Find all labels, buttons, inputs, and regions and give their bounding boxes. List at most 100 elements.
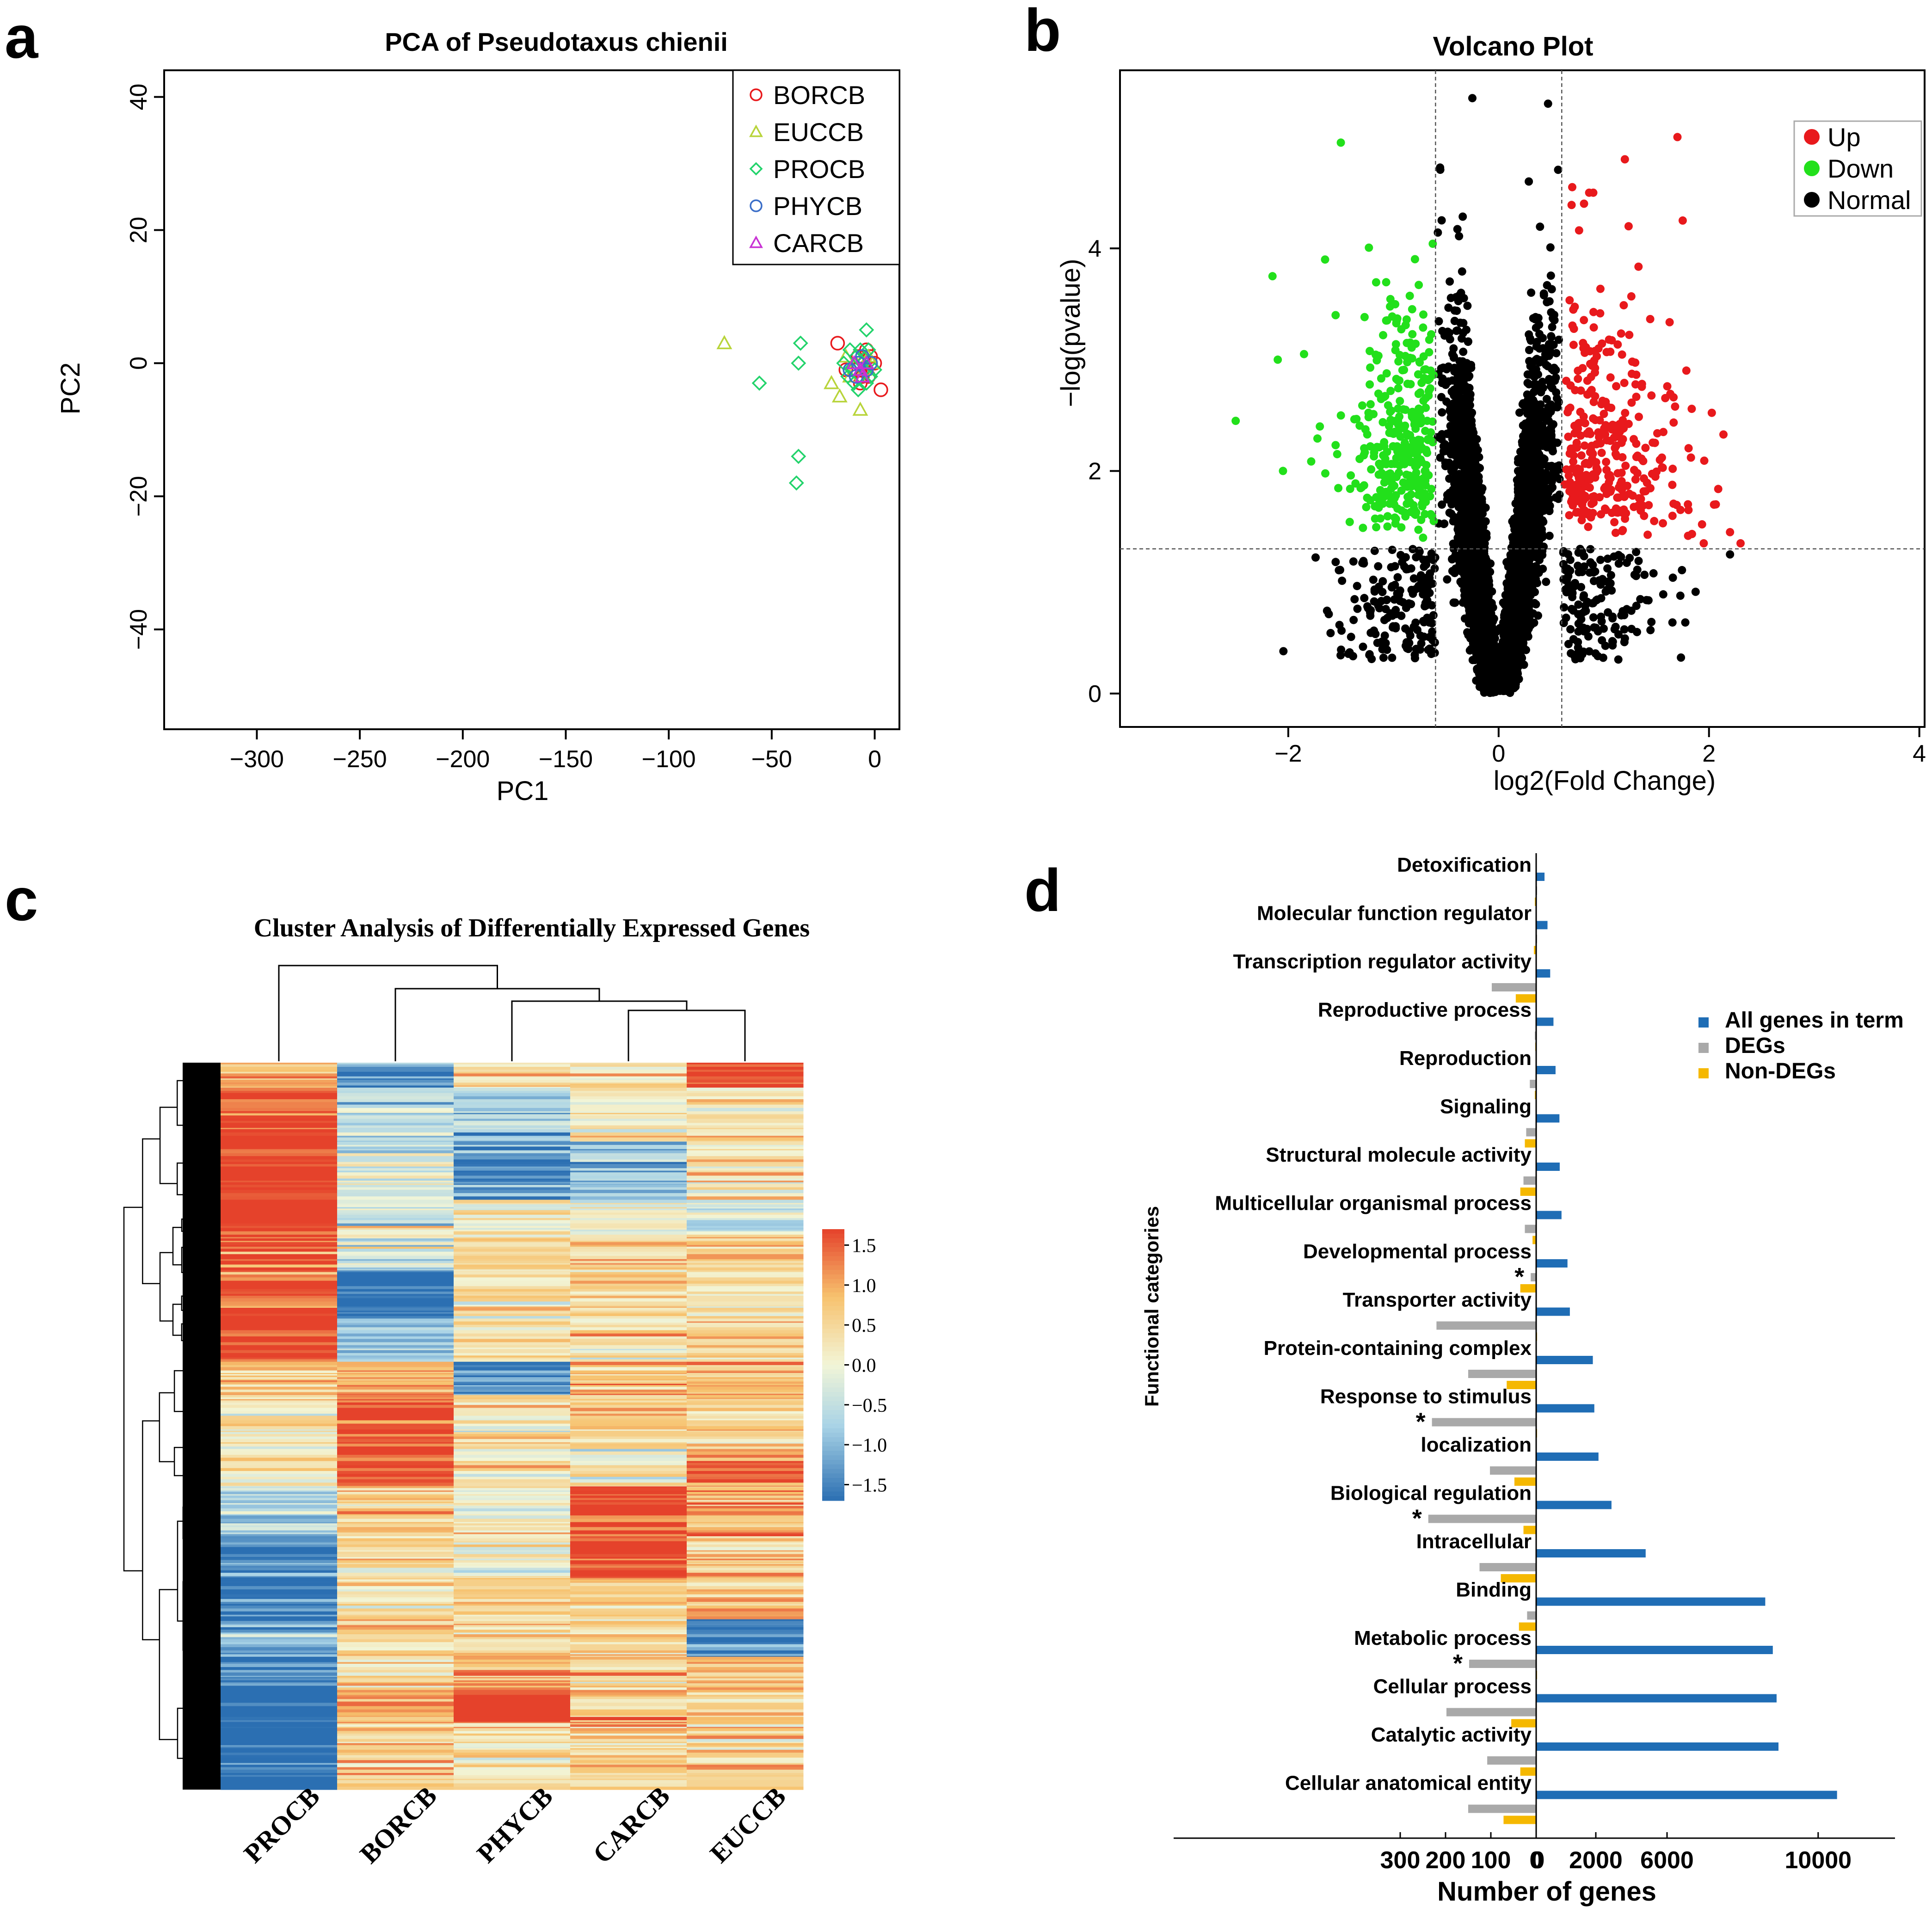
- volcano-point-normal: [1468, 425, 1477, 434]
- volcano-point-normal: [1450, 517, 1459, 526]
- volcano-point-normal: [1453, 225, 1462, 234]
- volcano-point-normal: [1459, 328, 1468, 337]
- pca-point-procb: [840, 369, 856, 384]
- volcano-point-normal: [1543, 362, 1552, 370]
- volcano-point-normal: [1459, 294, 1468, 302]
- volcano-point-normal: [1472, 435, 1481, 443]
- volcano-point-normal: [1466, 411, 1475, 419]
- volcano-point-normal: [1525, 589, 1534, 598]
- volcano-point-normal: [1522, 582, 1531, 591]
- volcano-point-normal: [1553, 438, 1562, 447]
- volcano-point-normal: [1446, 277, 1454, 286]
- pca-x-tick-label: 0: [868, 746, 881, 773]
- volcano-point-normal: [1459, 552, 1468, 560]
- volcano-point-normal: [1448, 554, 1457, 563]
- volcano-point-normal: [1522, 631, 1531, 640]
- volcano-point-normal: [1434, 317, 1443, 326]
- volcano-point-normal: [1537, 491, 1545, 500]
- pca-x-tick-label: −200: [436, 746, 490, 773]
- volcano-point-normal: [1483, 567, 1491, 576]
- volcano-point-normal: [1450, 352, 1458, 361]
- volcano-point-normal: [1534, 314, 1543, 322]
- volcano-point-normal: [1440, 520, 1448, 529]
- pca-legend-label-euccb: EUCCB: [773, 117, 864, 147]
- volcano-point-normal: [1434, 228, 1442, 237]
- volcano-point-normal: [1535, 358, 1544, 367]
- panel-label-b: b: [1024, 0, 1061, 64]
- volcano-plot-frame: [1119, 69, 1926, 728]
- volcano-point-normal: [1463, 302, 1472, 310]
- pca-y-tick-label: −40: [125, 609, 152, 650]
- volcano-y-tick-label: 0: [1088, 681, 1101, 708]
- volcano-point-normal: [1450, 306, 1459, 315]
- volcano-point-normal: [1536, 400, 1545, 409]
- pca-point-procb: [859, 322, 874, 338]
- volcano-point-normal: [1436, 163, 1445, 172]
- pca-point-carcb: [858, 355, 874, 369]
- volcano-point-normal: [1452, 293, 1460, 302]
- pca-legend-marker-borcb: [750, 88, 763, 101]
- pca-x-tick-label: −150: [539, 746, 593, 773]
- volcano-point-normal: [1440, 440, 1449, 449]
- pca-point-procb: [751, 375, 767, 391]
- volcano-point-normal: [1443, 327, 1452, 336]
- volcano-point-normal: [1444, 303, 1453, 312]
- volcano-point-normal: [1542, 578, 1551, 586]
- volcano-point-normal: [1545, 346, 1554, 355]
- volcano-point-normal: [1455, 431, 1464, 440]
- volcano-point-normal: [1523, 390, 1532, 399]
- volcano-point-normal: [1512, 525, 1520, 534]
- volcano-point-normal: [1525, 345, 1533, 354]
- volcano-point-normal: [1532, 365, 1540, 374]
- volcano-point-normal: [1450, 317, 1459, 325]
- volcano-point-normal: [1468, 656, 1477, 665]
- volcano-point-normal: [1535, 555, 1544, 564]
- volcano-point-normal: [1498, 647, 1507, 655]
- volcano-point-normal: [1452, 326, 1461, 335]
- volcano-point-normal: [1546, 271, 1555, 280]
- pca-point-euccb: [852, 401, 868, 416]
- volcano-point-normal: [1549, 420, 1557, 429]
- volcano-point-normal: [1506, 550, 1515, 559]
- pca-y-tick-label: 40: [125, 84, 152, 111]
- volcano-point-normal: [1455, 232, 1464, 240]
- pca-legend-marker-procb: [749, 162, 763, 176]
- volcano-point-normal: [1543, 281, 1551, 289]
- volcano-point-normal: [1555, 335, 1563, 344]
- volcano-point-normal: [1460, 370, 1469, 379]
- pca-legend-label-borcb: BORCB: [773, 80, 865, 110]
- pca-point-carcb: [854, 368, 870, 383]
- volcano-point-normal: [1451, 564, 1460, 573]
- volcano-point-normal: [1527, 492, 1536, 501]
- volcano-point-normal: [1443, 575, 1452, 584]
- pca-x-tick-label: −50: [751, 746, 792, 773]
- pca-point-procb: [850, 382, 866, 398]
- pca-legend-marker-carcb: [749, 235, 763, 248]
- pca-title: PCA of Pseudotaxus chienii: [385, 27, 728, 56]
- pca-x-tick-label: −300: [230, 746, 284, 773]
- volcano-x-tick-label: 2: [1702, 740, 1716, 767]
- volcano-point-normal: [1458, 212, 1467, 221]
- volcano-point-normal: [1526, 336, 1535, 345]
- pca-y-tick-label: 0: [125, 357, 152, 370]
- pca-point-euccb: [831, 388, 848, 403]
- volcano-point-normal: [1522, 401, 1531, 410]
- pca-point-procb: [791, 355, 806, 371]
- volcano-point-normal: [1450, 598, 1459, 607]
- volcano-point-normal: [1543, 298, 1551, 307]
- volcano-x-tick-label: −2: [1274, 740, 1302, 767]
- volcano-point-normal: [1449, 344, 1458, 353]
- volcano-point-normal: [1436, 453, 1445, 462]
- volcano-title: Volcano Plot: [1433, 31, 1594, 62]
- volcano-point-normal: [1464, 337, 1472, 346]
- volcano-point-normal: [1552, 349, 1561, 357]
- volcano-point-normal: [1438, 379, 1446, 388]
- volcano-point-normal: [1467, 484, 1476, 492]
- pca-chart: PCA of Pseudotaxus chienii −300 −250 −200−…: [55, 27, 900, 806]
- pca-point-phycb: [851, 356, 866, 371]
- volcano-point-normal: [1545, 531, 1554, 540]
- volcano-point-normal: [1552, 394, 1561, 403]
- volcano-point-normal: [1525, 177, 1533, 186]
- panel-label-d: d: [1024, 856, 1061, 924]
